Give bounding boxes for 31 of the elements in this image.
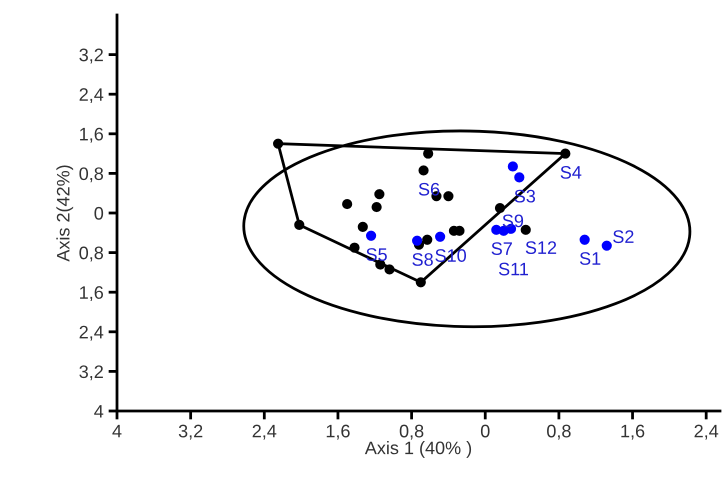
y-tick-label: 2,4 bbox=[80, 326, 104, 341]
x-tick-label: 1,6 bbox=[326, 424, 350, 440]
y-tick-label: 0 bbox=[94, 206, 104, 220]
y-tick-label: 2,4 bbox=[80, 88, 104, 104]
annotation: S9 bbox=[502, 214, 524, 228]
x-tick-label: 0 bbox=[480, 424, 490, 438]
x-axis-title: Axis 1 (40% ) bbox=[364, 441, 472, 458]
annotation: S6 bbox=[418, 182, 440, 196]
x-tick-label: 0,8 bbox=[400, 424, 424, 440]
x-tick-label: 1,6 bbox=[621, 424, 644, 440]
x-tick-label: 4 bbox=[112, 424, 122, 438]
y-tick-label: 0,8 bbox=[79, 167, 104, 182]
x-tick-label: 2,4 bbox=[694, 424, 718, 440]
y-tick-label: 3,2 bbox=[79, 365, 103, 380]
y-tick-label: 0,8 bbox=[79, 246, 104, 262]
annotation: S1 bbox=[580, 252, 600, 265]
annotation: S4 bbox=[560, 166, 582, 179]
y-tick-label: 1,6 bbox=[80, 128, 104, 143]
annotation: S2 bbox=[613, 230, 634, 244]
y-tick-label: 3,2 bbox=[79, 48, 103, 64]
annotation: S11 bbox=[498, 262, 528, 276]
x-tick-label: 2,4 bbox=[252, 424, 276, 440]
annotation: S8 bbox=[412, 253, 433, 266]
x-tick-label: 3,2 bbox=[178, 424, 202, 440]
y-tick-label: 1,6 bbox=[80, 286, 104, 302]
annotation: S12 bbox=[526, 241, 556, 254]
y-tick-label: 4 bbox=[94, 405, 104, 418]
annotation: S7 bbox=[492, 242, 512, 256]
x-tick-label: 0,8 bbox=[547, 424, 571, 440]
annotation: S5 bbox=[366, 248, 387, 261]
y-axis-title: Axis 2(42%) bbox=[56, 165, 74, 262]
